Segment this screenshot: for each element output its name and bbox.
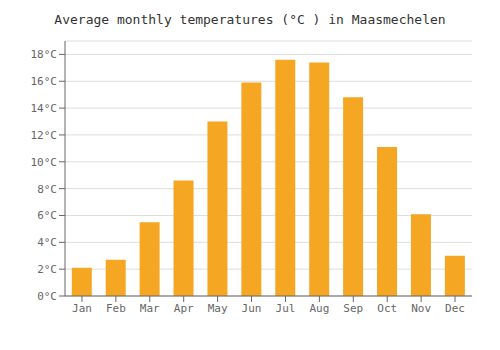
svg-text:Sep: Sep — [343, 302, 363, 315]
svg-text:4°C: 4°C — [37, 236, 57, 249]
svg-text:0°C: 0°C — [37, 290, 57, 303]
svg-text:Jun: Jun — [242, 302, 262, 315]
svg-text:10°C: 10°C — [31, 156, 58, 169]
svg-text:Mar: Mar — [140, 302, 160, 315]
svg-text:8°C: 8°C — [37, 183, 57, 196]
svg-text:Feb: Feb — [106, 302, 126, 315]
svg-text:6°C: 6°C — [37, 209, 57, 222]
svg-text:2°C: 2°C — [37, 263, 57, 276]
svg-text:Apr: Apr — [174, 302, 194, 315]
svg-text:May: May — [208, 302, 228, 315]
svg-text:Aug: Aug — [309, 302, 329, 315]
html-text:Average monthly temperatures (: Average monthly temperatures (°C ) in Ma… — [54, 12, 446, 27]
svg-text:12°C: 12°C — [31, 129, 58, 142]
svg-text:Jul: Jul — [276, 302, 296, 315]
svg-text:18°C: 18°C — [31, 48, 58, 61]
svg-text:Jan: Jan — [72, 302, 92, 315]
svg-text:Dec: Dec — [445, 302, 465, 315]
svg-text:Nov: Nov — [411, 302, 431, 315]
svg-text:14°C: 14°C — [31, 102, 58, 115]
svg-text:16°C: 16°C — [31, 75, 58, 88]
svg-text:Oct: Oct — [377, 302, 397, 315]
